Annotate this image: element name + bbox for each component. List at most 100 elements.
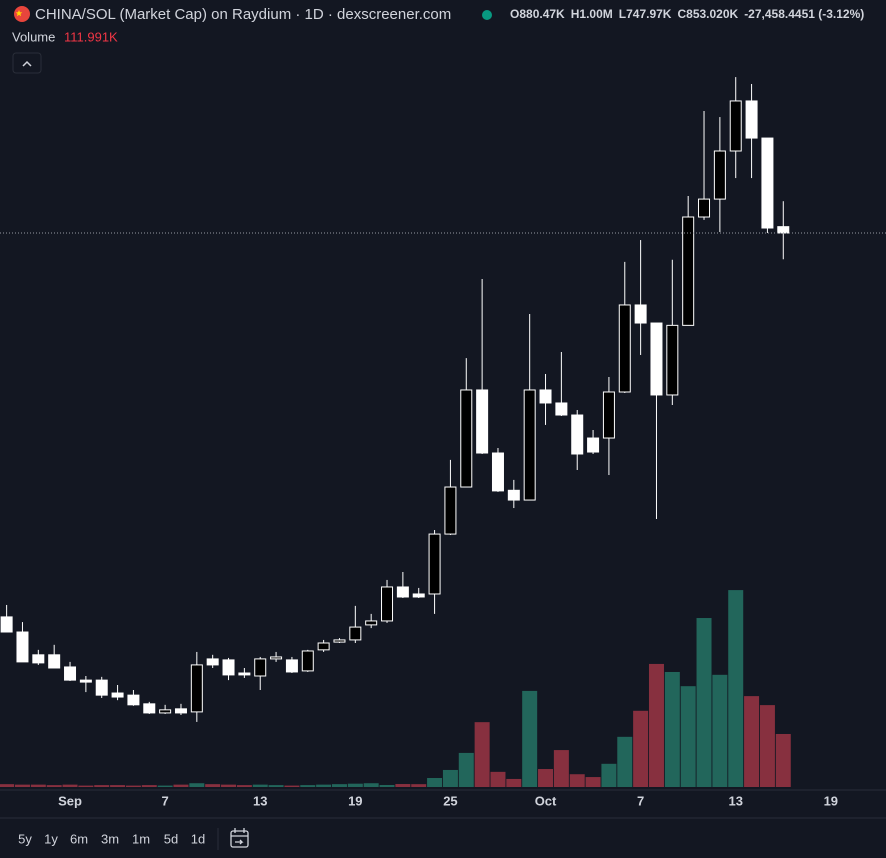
candle-body [729, 100, 742, 152]
calendar-arrow [235, 839, 244, 845]
candle-body [16, 631, 29, 663]
candle-body [349, 626, 362, 641]
volume-bar [221, 784, 237, 787]
collapse-chevron [22, 60, 32, 67]
volume-bar [458, 752, 474, 787]
token-icon-star [15, 10, 23, 17]
x-tick-label: 7 [637, 793, 644, 808]
candle-body [254, 658, 267, 677]
range-button[interactable]: 5d [164, 831, 178, 846]
volume-bar [284, 785, 300, 787]
volume-bar [157, 785, 173, 787]
volume-bar [189, 783, 205, 787]
candle-body [777, 226, 790, 234]
volume-bar [252, 784, 268, 787]
volume-bar [78, 785, 94, 787]
volume-bar [173, 784, 189, 787]
candle-body [127, 694, 140, 706]
candle-body [507, 489, 520, 501]
ohlc-value: 1.00M [579, 7, 612, 21]
ohlc-change: -27,458.4451 (-3.12%) [744, 7, 864, 21]
candle-body [634, 304, 647, 324]
x-tick-label: 13 [253, 793, 267, 808]
volume-bar [744, 696, 760, 787]
volume-bar [569, 774, 585, 787]
candle-body [555, 402, 568, 416]
ohlc-legend: O880.47K H1.00M L747.97K C853.020K -27,458.4… [510, 7, 864, 21]
volume-bar [427, 778, 443, 787]
volume-bar [205, 784, 221, 787]
candle-body [143, 703, 156, 714]
volume-bar [62, 784, 78, 787]
volume-bar [379, 785, 395, 787]
range-button[interactable]: 6m [70, 831, 88, 846]
volume-bar [347, 783, 363, 787]
range-button[interactable]: 1y [44, 831, 58, 846]
range-button[interactable]: 3m [101, 831, 119, 846]
candle-body [206, 658, 219, 666]
candle-body [602, 391, 615, 439]
volume-bar [316, 784, 332, 787]
volume-bar [633, 710, 649, 787]
calendar-frame [230, 830, 249, 848]
candle-body [111, 692, 124, 698]
volume-bar [110, 785, 126, 787]
volume-bar [236, 785, 252, 787]
candle-body [48, 654, 61, 669]
candle-body [79, 679, 92, 683]
status-dot [482, 10, 492, 20]
candle-body [476, 389, 489, 454]
candle-body [587, 437, 600, 453]
token-icon [14, 6, 30, 22]
calendar-icon[interactable] [230, 828, 249, 848]
volume-bar [268, 785, 284, 787]
x-tick-label: 19 [348, 793, 362, 808]
volume-bar [696, 618, 712, 787]
x-tick-label: 7 [162, 793, 169, 808]
volume-value: 111.991K [64, 29, 118, 44]
candle-body [333, 639, 346, 643]
volume-bar [300, 785, 316, 787]
candle-body [761, 137, 774, 229]
range-button[interactable]: 1m [132, 831, 150, 846]
volume-label: Volume [12, 29, 55, 44]
candle-body [285, 659, 298, 673]
range-button[interactable]: 1d [191, 831, 205, 846]
candle-body [523, 389, 536, 501]
candle-body [412, 593, 425, 598]
candle-body [745, 100, 758, 139]
volume-bar [141, 785, 157, 787]
volume-bar [474, 722, 490, 787]
candle-body [396, 586, 409, 598]
volume-bar [0, 784, 15, 787]
volume-bar [395, 784, 411, 787]
volume-bar [46, 785, 62, 787]
ohlc-key: H [571, 7, 580, 21]
candle-body [32, 654, 45, 664]
volume-bar [14, 784, 30, 787]
candle-body [222, 659, 235, 676]
volume-bar [411, 784, 427, 787]
candle-body [650, 322, 663, 396]
candle-body [238, 672, 251, 676]
candle-body [444, 486, 457, 535]
volume-bar [664, 671, 680, 787]
volume-bar [680, 686, 696, 787]
candle-body [159, 709, 172, 714]
candle-body [571, 414, 584, 455]
candle-body [95, 679, 108, 696]
volume-bar [553, 750, 569, 787]
candle-body [64, 666, 77, 681]
candle-body [270, 656, 283, 660]
x-tick-label: 19 [824, 793, 838, 808]
candle-body [713, 150, 726, 200]
volume-bar [125, 785, 141, 787]
ohlc-key: L [619, 7, 626, 21]
range-button[interactable]: 5y [18, 831, 32, 846]
candle-body [301, 650, 314, 672]
candle-body [365, 620, 378, 626]
candle-body [428, 533, 441, 595]
volume-bar [331, 784, 347, 787]
ohlc-value: 880.47K [519, 7, 565, 21]
volume-bar [617, 736, 633, 787]
